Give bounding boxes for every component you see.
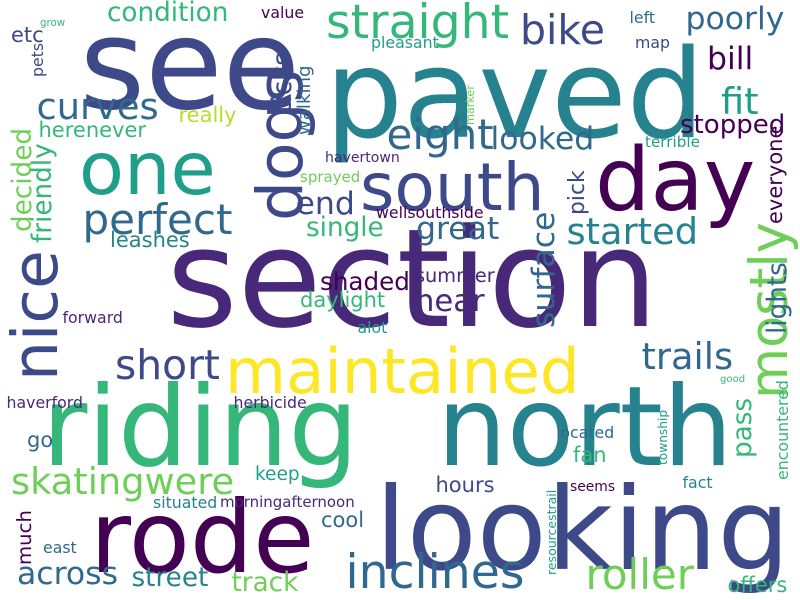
- word-daylight: daylight: [300, 287, 386, 312]
- word-south: south: [360, 148, 545, 226]
- word-stopped: stopped: [680, 110, 786, 140]
- word-much: much: [13, 510, 36, 565]
- word-poorly: poorly: [685, 1, 785, 37]
- word-surface: surface: [526, 211, 562, 328]
- word-nice: nice: [0, 249, 72, 381]
- word-straight: straight: [326, 0, 510, 50]
- word-rode: rode: [90, 478, 315, 596]
- word-herenever: herenever: [38, 117, 147, 142]
- word-east: east: [43, 537, 77, 557]
- word-pass: pass: [727, 397, 758, 458]
- word-skatingwere: skatingwere: [11, 460, 235, 503]
- word-maintained: maintained: [225, 335, 580, 408]
- word-situated: situated: [153, 492, 218, 512]
- word-shaded: shaded: [320, 267, 410, 296]
- word-street: street: [131, 562, 209, 593]
- word-looking: looking: [375, 463, 790, 596]
- word-started: started: [566, 210, 699, 253]
- word-left: left: [629, 7, 656, 27]
- word-herbicide: herbicide: [233, 392, 307, 412]
- word-located: located: [556, 422, 615, 442]
- word-really: really: [178, 102, 237, 127]
- word-keep: keep: [255, 463, 300, 485]
- word-paved: paved: [325, 22, 705, 166]
- word-forward: forward: [62, 307, 123, 327]
- word-end: end: [295, 186, 355, 222]
- word-sprayed: sprayed: [300, 168, 361, 186]
- word-single: single: [306, 212, 384, 243]
- word-marker: marker: [463, 85, 477, 125]
- word-roller: roller: [585, 550, 695, 599]
- word-seems: seems: [570, 478, 616, 495]
- word-day: day: [595, 128, 756, 231]
- word-hours: hours: [435, 472, 495, 497]
- word-haverford: haverford: [6, 392, 84, 412]
- word-pick: pick: [564, 170, 590, 215]
- word-north: north: [437, 363, 733, 492]
- word-resourcestrail: resourcestrail: [544, 489, 559, 575]
- word-havertown: havertown: [325, 149, 400, 166]
- word-ticks: ticks: [267, 52, 298, 113]
- word-trails: trails: [641, 335, 734, 378]
- word-fan: fan: [573, 442, 607, 467]
- word-condition: condition: [107, 0, 229, 28]
- word-walking: walking: [294, 65, 315, 136]
- word-summer: summer: [415, 263, 495, 287]
- word-wellsouthside: wellsouthside: [376, 202, 484, 222]
- word-pleasant: pleasant: [371, 32, 439, 52]
- word-fact: fact: [682, 472, 713, 492]
- word-etc: etc: [11, 22, 44, 47]
- word-everyone: everyone: [762, 125, 787, 224]
- word-section: section: [166, 199, 659, 359]
- word-looked: looked: [490, 121, 595, 157]
- word-offers: offers: [727, 572, 788, 597]
- word-terrible: terrible: [645, 133, 700, 151]
- word-one: one: [79, 127, 216, 212]
- word-bill: bill: [707, 41, 754, 77]
- word-cool: cool: [321, 507, 365, 532]
- word-bike: bike: [520, 5, 605, 54]
- word-eight: eight: [386, 110, 494, 159]
- word-inclines: inclines: [345, 545, 525, 600]
- word-pets: pets: [27, 42, 47, 77]
- word-map: map: [635, 32, 670, 52]
- word-near: near: [415, 284, 485, 319]
- word-grow: grow: [40, 16, 66, 29]
- word-riding: riding: [42, 363, 359, 492]
- word-great: great: [416, 211, 500, 247]
- word-see: see: [79, 0, 301, 138]
- word-fit: fit: [721, 80, 759, 123]
- word-lights: lights: [762, 261, 793, 334]
- word-alot: alot: [357, 317, 388, 337]
- word-across: across: [17, 556, 118, 592]
- word-curves: curves: [36, 85, 159, 128]
- word-encountered: encountered: [772, 380, 792, 480]
- word-friendly: friendly: [27, 142, 58, 243]
- word-track: track: [231, 567, 299, 598]
- word-morningafternoon: morningafternoon: [220, 493, 355, 511]
- word-short: short: [115, 340, 220, 389]
- word-go: go: [27, 427, 54, 452]
- word-leashes: leashes: [110, 227, 190, 252]
- word-township: township: [655, 409, 670, 465]
- word-perfect: perfect: [82, 195, 233, 244]
- word-value: value: [261, 2, 305, 22]
- word-good: good: [720, 374, 746, 385]
